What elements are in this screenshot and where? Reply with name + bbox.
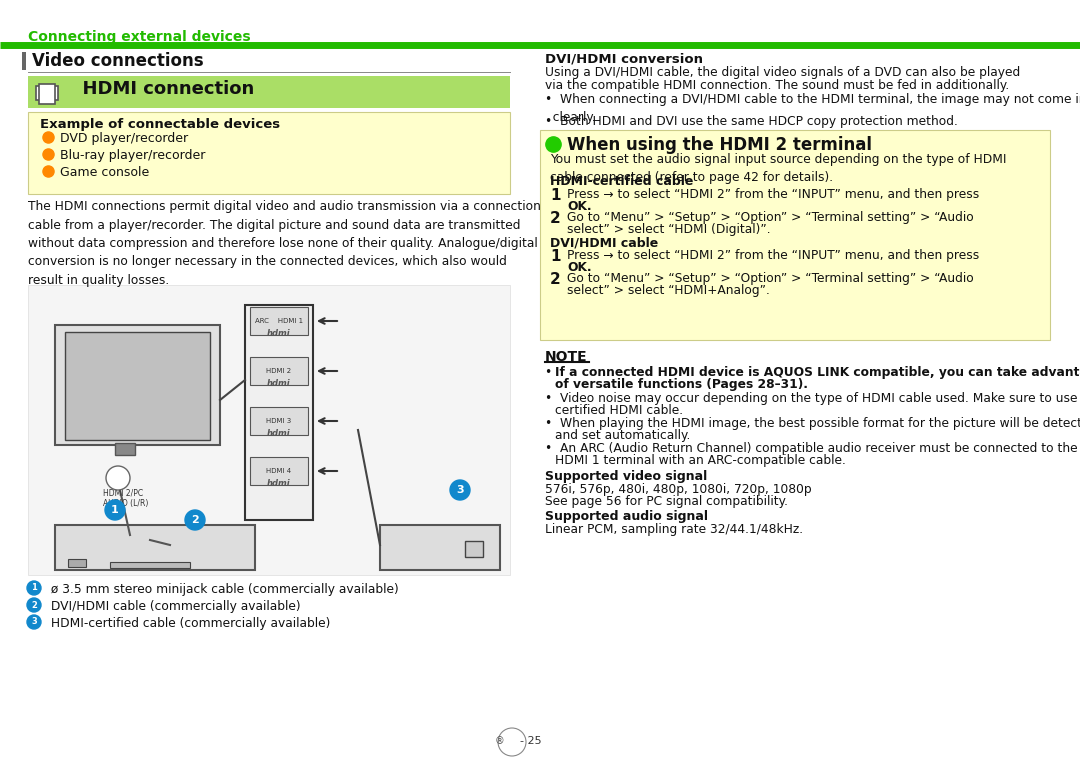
Text: ®: ®	[495, 736, 504, 746]
Text: HDMI-certified cable: HDMI-certified cable	[550, 175, 693, 188]
Text: OK.: OK.	[567, 261, 592, 274]
Text: DVD player/recorder: DVD player/recorder	[60, 132, 188, 145]
Text: 3: 3	[456, 485, 463, 495]
Text: 2: 2	[550, 211, 561, 226]
Bar	[68, 559, 86, 567]
Text: HDMI 2: HDMI 2	[267, 368, 292, 374]
Text: Go to “Menu” > “Setup” > “Option” > “Terminal setting” > “Audio: Go to “Menu” > “Setup” > “Option” > “Ter…	[567, 272, 974, 285]
Bar	[28, 285, 510, 575]
Text: OK.: OK.	[567, 200, 592, 213]
Text: Press → to select “HDMI 2” from the “INPUT” menu, and then press: Press → to select “HDMI 2” from the “INP…	[567, 249, 980, 262]
Text: You must set the audio signal input source depending on the type of HDMI
cable c: You must set the audio signal input sour…	[550, 153, 1007, 183]
Circle shape	[27, 581, 41, 595]
Bar	[55, 525, 255, 570]
Text: Game console: Game console	[60, 166, 149, 179]
Text: •  When playing the HDMI image, the best possible format for the picture will be: • When playing the HDMI image, the best …	[545, 417, 1080, 430]
Text: Supported audio signal: Supported audio signal	[545, 510, 708, 523]
Text: hdmi: hdmi	[267, 379, 291, 388]
Text: NOTE: NOTE	[545, 350, 588, 364]
Bar	[249, 307, 308, 335]
Text: select” > select “HDMI (Digital)”.: select” > select “HDMI (Digital)”.	[567, 223, 771, 236]
Text: 1: 1	[31, 584, 37, 593]
Circle shape	[27, 615, 41, 629]
Text: See page 56 for PC signal compatibility.: See page 56 for PC signal compatibility.	[545, 495, 788, 508]
Text: 2: 2	[191, 515, 199, 525]
Bar	[36, 86, 58, 100]
Text: •  An ARC (Audio Return Channel) compatible audio receiver must be connected to : • An ARC (Audio Return Channel) compatib…	[545, 442, 1078, 455]
Bar	[249, 357, 308, 385]
Circle shape	[105, 500, 125, 520]
Bar	[540, 130, 1050, 340]
Text: certified HDMI cable.: certified HDMI cable.	[555, 404, 684, 417]
Text: •  Both HDMI and DVI use the same HDCP copy protection method.: • Both HDMI and DVI use the same HDCP co…	[545, 115, 958, 128]
Text: HDMI connection: HDMI connection	[70, 80, 254, 98]
Text: hdmi: hdmi	[267, 330, 291, 339]
Text: - 25: - 25	[519, 736, 542, 746]
Bar	[55, 325, 220, 445]
Text: 2: 2	[550, 272, 561, 287]
Text: Linear PCM, sampling rate 32/44.1/48kHz.: Linear PCM, sampling rate 32/44.1/48kHz.	[545, 523, 804, 536]
Bar	[28, 112, 510, 194]
Text: Blu-ray player/recorder: Blu-ray player/recorder	[60, 149, 205, 162]
Text: Go to “Menu” > “Setup” > “Option” > “Terminal setting” > “Audio: Go to “Menu” > “Setup” > “Option” > “Ter…	[567, 211, 974, 224]
Text: HDMI 4: HDMI 4	[267, 468, 292, 474]
Bar	[65, 332, 210, 440]
Text: Connecting external devices: Connecting external devices	[28, 30, 251, 44]
Text: and set automatically.: and set automatically.	[555, 429, 690, 442]
Circle shape	[27, 598, 41, 612]
Text: Supported video signal: Supported video signal	[545, 470, 707, 483]
Text: HDMI 2/PC
AUDIO (L/R): HDMI 2/PC AUDIO (L/R)	[103, 488, 148, 508]
Text: 1: 1	[550, 188, 561, 203]
Bar	[114, 443, 135, 455]
Text: If a connected HDMI device is AQUOS LINK compatible, you can take advantage: If a connected HDMI device is AQUOS LINK…	[555, 366, 1080, 379]
Text: of versatile functions (Pages 28–31).: of versatile functions (Pages 28–31).	[555, 378, 808, 391]
Text: DVI/HDMI cable: DVI/HDMI cable	[550, 236, 658, 249]
Text: •  When connecting a DVI/HDMI cable to the HDMI terminal, the image may not come: • When connecting a DVI/HDMI cable to th…	[545, 93, 1080, 124]
Text: HDMI 1 terminal with an ARC-compatible cable.: HDMI 1 terminal with an ARC-compatible c…	[555, 454, 846, 467]
Bar	[110, 562, 190, 568]
Text: The HDMI connections permit digital video and audio transmission via a connectio: The HDMI connections permit digital vide…	[28, 200, 541, 287]
Circle shape	[498, 728, 526, 756]
Text: Press → to select “HDMI 2” from the “INPUT” menu, and then press: Press → to select “HDMI 2” from the “INP…	[567, 188, 980, 201]
Circle shape	[185, 510, 205, 530]
Text: Example of connectable devices: Example of connectable devices	[40, 118, 280, 131]
Text: via the compatible HDMI connection. The sound must be fed in additionally.: via the compatible HDMI connection. The …	[545, 79, 1009, 92]
Text: 3: 3	[31, 617, 37, 626]
Bar	[249, 407, 308, 435]
Text: HDMI-certified cable (commercially available): HDMI-certified cable (commercially avail…	[48, 617, 330, 630]
Bar	[39, 84, 55, 104]
Text: ø 3.5 mm stereo minijack cable (commercially available): ø 3.5 mm stereo minijack cable (commerci…	[48, 583, 399, 596]
Text: DVI/HDMI cable (commercially available): DVI/HDMI cable (commercially available)	[48, 600, 300, 613]
Bar	[245, 305, 313, 520]
Text: HDMI 3: HDMI 3	[267, 418, 292, 424]
Bar	[380, 525, 500, 570]
Circle shape	[450, 480, 470, 500]
Bar	[465, 541, 483, 557]
Text: 576i, 576p, 480i, 480p, 1080i, 720p, 1080p: 576i, 576p, 480i, 480p, 1080i, 720p, 108…	[545, 483, 812, 496]
Text: Using a DVI/HDMI cable, the digital video signals of a DVD can also be played: Using a DVI/HDMI cable, the digital vide…	[545, 66, 1021, 79]
Circle shape	[106, 466, 130, 490]
Bar	[22, 52, 26, 70]
Text: select” > select “HDMI+Analog”.: select” > select “HDMI+Analog”.	[567, 284, 770, 297]
Bar	[28, 76, 510, 108]
Text: Video connections: Video connections	[32, 52, 204, 70]
Text: hdmi: hdmi	[267, 430, 291, 439]
Bar	[249, 457, 308, 485]
Text: 2: 2	[31, 600, 37, 610]
Text: hdmi: hdmi	[267, 479, 291, 488]
Text: 1: 1	[111, 505, 119, 515]
Text: When using the HDMI 2 terminal: When using the HDMI 2 terminal	[567, 136, 872, 154]
Text: •: •	[545, 366, 561, 379]
Text: 1: 1	[550, 249, 561, 264]
Text: •  Video noise may occur depending on the type of HDMI cable used. Make sure to : • Video noise may occur depending on the…	[545, 392, 1080, 405]
Text: ARC    HDMI 1: ARC HDMI 1	[255, 318, 303, 324]
Text: DVI/HDMI conversion: DVI/HDMI conversion	[545, 52, 703, 65]
